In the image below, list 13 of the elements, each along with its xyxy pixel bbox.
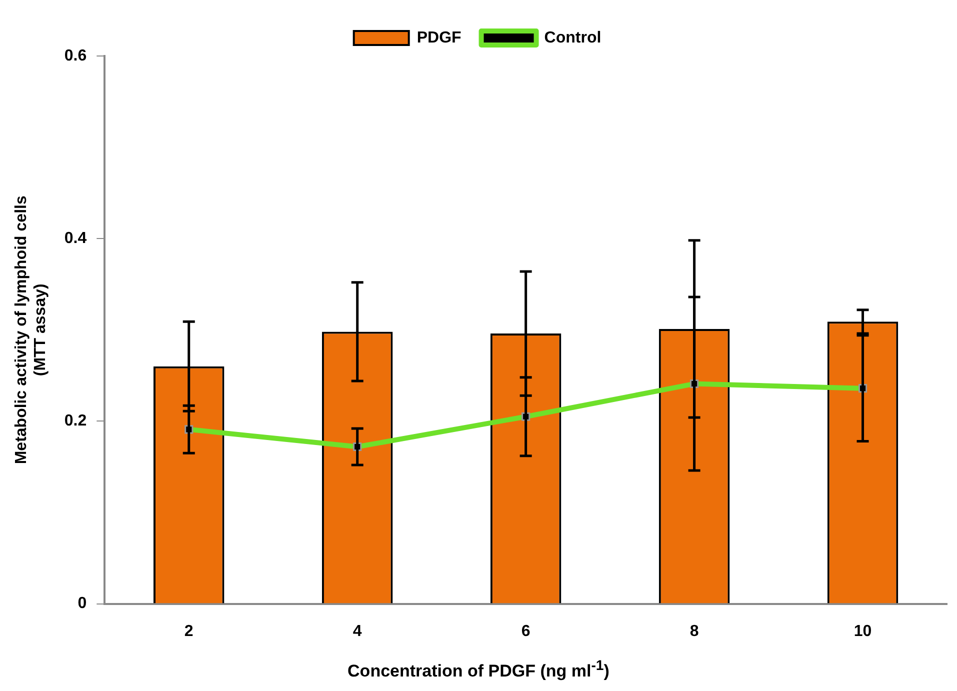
y-tick-label: 0.4 <box>64 230 87 248</box>
x-tick-label: 4 <box>352 622 362 640</box>
y-tick-label: 0 <box>78 595 87 612</box>
y-tick-label: 0.6 <box>64 47 87 64</box>
y-tick-label: 0.2 <box>64 412 87 430</box>
x-tick-label: 6 <box>521 622 530 640</box>
x-tick-label: 2 <box>184 622 194 640</box>
y-axis-title: Metabolic activity of lymphoid cells (MTT assay) <box>13 196 50 464</box>
legend-label: Control <box>544 29 602 46</box>
x-tick-label: 10 <box>854 622 872 640</box>
x-tick-label: 8 <box>690 622 699 640</box>
x-axis-title: Concentration of PDGF (ng ml$^{-1}$) <box>346 658 610 682</box>
legend-label: PDGF <box>416 29 462 46</box>
